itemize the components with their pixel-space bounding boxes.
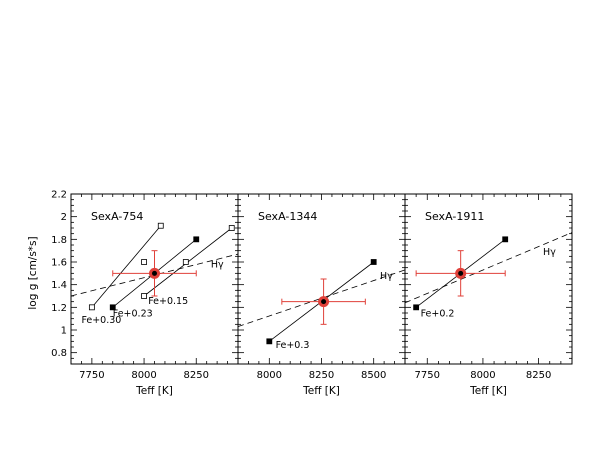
open-square-marker (228, 225, 235, 231)
open-square-marker (141, 259, 147, 265)
y-tick-label: 2.2 (51, 190, 67, 201)
filled-square-marker (502, 236, 509, 243)
x-tick-label: 8000 (470, 370, 495, 381)
y-tick-label: 1.4 (51, 280, 67, 291)
fe-label: Fe+0.30 (81, 315, 121, 326)
open-square-marker (141, 293, 147, 299)
panel-title: SexA-754 (91, 210, 143, 223)
fe-label: Fe+0.23 (113, 308, 153, 319)
panels: 7750 8000 8250 0.8 1 1.2 1.4 1.6 1.8 2 2.2 Teff [K]… (51, 190, 573, 397)
x-tick-label: 8250 (526, 370, 551, 381)
y-tick-label: 1.2 (51, 303, 67, 314)
x-tick-label: 8000 (131, 370, 156, 381)
best-fit-center (321, 299, 327, 305)
open-square-marker (88, 304, 95, 311)
hgamma-line (404, 232, 573, 304)
hgamma-label: Hγ (543, 247, 556, 258)
open-square-marker (157, 222, 164, 229)
panel-3: 7750 8000 8250 Teff [K] SexA-1911 Hγ Fe+0.2 (404, 193, 573, 397)
x-tick-label: 7750 (79, 370, 104, 381)
panel-2: 8000 8250 8500 Teff [K] SexA-1344 Hγ Fe+0.3 (237, 193, 406, 397)
hgamma-line (70, 253, 239, 297)
filled-square-marker (193, 236, 200, 243)
panel-title: SexA-1911 (425, 210, 484, 223)
x-tick-label: 8000 (257, 370, 282, 381)
fe-label: Fe+0.3 (276, 340, 310, 351)
panel-1: 7750 8000 8250 0.8 1 1.2 1.4 1.6 1.8 2 2.2 Teff [K]… (51, 190, 239, 397)
filled-square-marker (370, 259, 377, 265)
filled-square-marker (109, 304, 116, 311)
x-tick-label: 8250 (309, 370, 334, 381)
hgamma-label: Hγ (380, 271, 393, 282)
y-tick-label: 1.8 (51, 235, 67, 246)
best-fit-center (152, 270, 157, 276)
hgamma-label: Hγ (211, 260, 224, 271)
y-axis-label: log g [cm/s*s] (27, 236, 39, 309)
fe-label: Fe+0.15 (148, 296, 188, 307)
x-tick-label: 8500 (361, 370, 386, 381)
best-fit-center (458, 270, 464, 276)
y-tick-label: 1 (61, 326, 67, 337)
y-tick-label: 0.8 (51, 348, 67, 359)
fe-line (91, 225, 162, 308)
x-axis-label: Teff [K] (469, 385, 507, 397)
open-square-marker (182, 259, 189, 265)
x-tick-label: 8250 (184, 370, 209, 381)
x-tick-label: 7750 (415, 370, 440, 381)
panel-title: SexA-1344 (258, 210, 317, 223)
filled-square-marker (266, 338, 273, 345)
y-tick-label: 2 (61, 212, 67, 223)
filled-square-marker (413, 304, 420, 311)
y-tick-label: 1.6 (51, 258, 67, 269)
x-axis-label: Teff [K] (135, 385, 173, 397)
fe-label: Fe+0.2 (421, 308, 455, 319)
x-axis-label: Teff [K] (302, 385, 340, 397)
